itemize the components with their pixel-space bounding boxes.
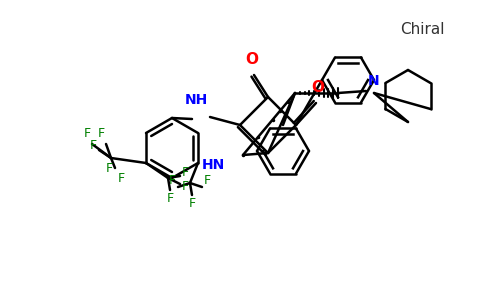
Text: F: F: [182, 166, 189, 178]
Text: O: O: [245, 52, 258, 67]
Text: F: F: [182, 180, 189, 193]
Text: F: F: [97, 127, 105, 140]
Text: F: F: [118, 172, 124, 185]
Text: NH: NH: [185, 93, 208, 107]
Text: F: F: [83, 127, 91, 140]
Text: N: N: [368, 74, 379, 88]
Text: F: F: [90, 139, 97, 152]
Text: F: F: [204, 175, 211, 188]
Text: F: F: [106, 162, 113, 175]
Text: Chiral: Chiral: [400, 22, 444, 37]
Text: F: F: [188, 197, 196, 210]
Text: O: O: [312, 80, 324, 95]
Text: F: F: [166, 192, 174, 205]
Text: F: F: [169, 175, 176, 188]
Text: HN: HN: [202, 158, 225, 172]
